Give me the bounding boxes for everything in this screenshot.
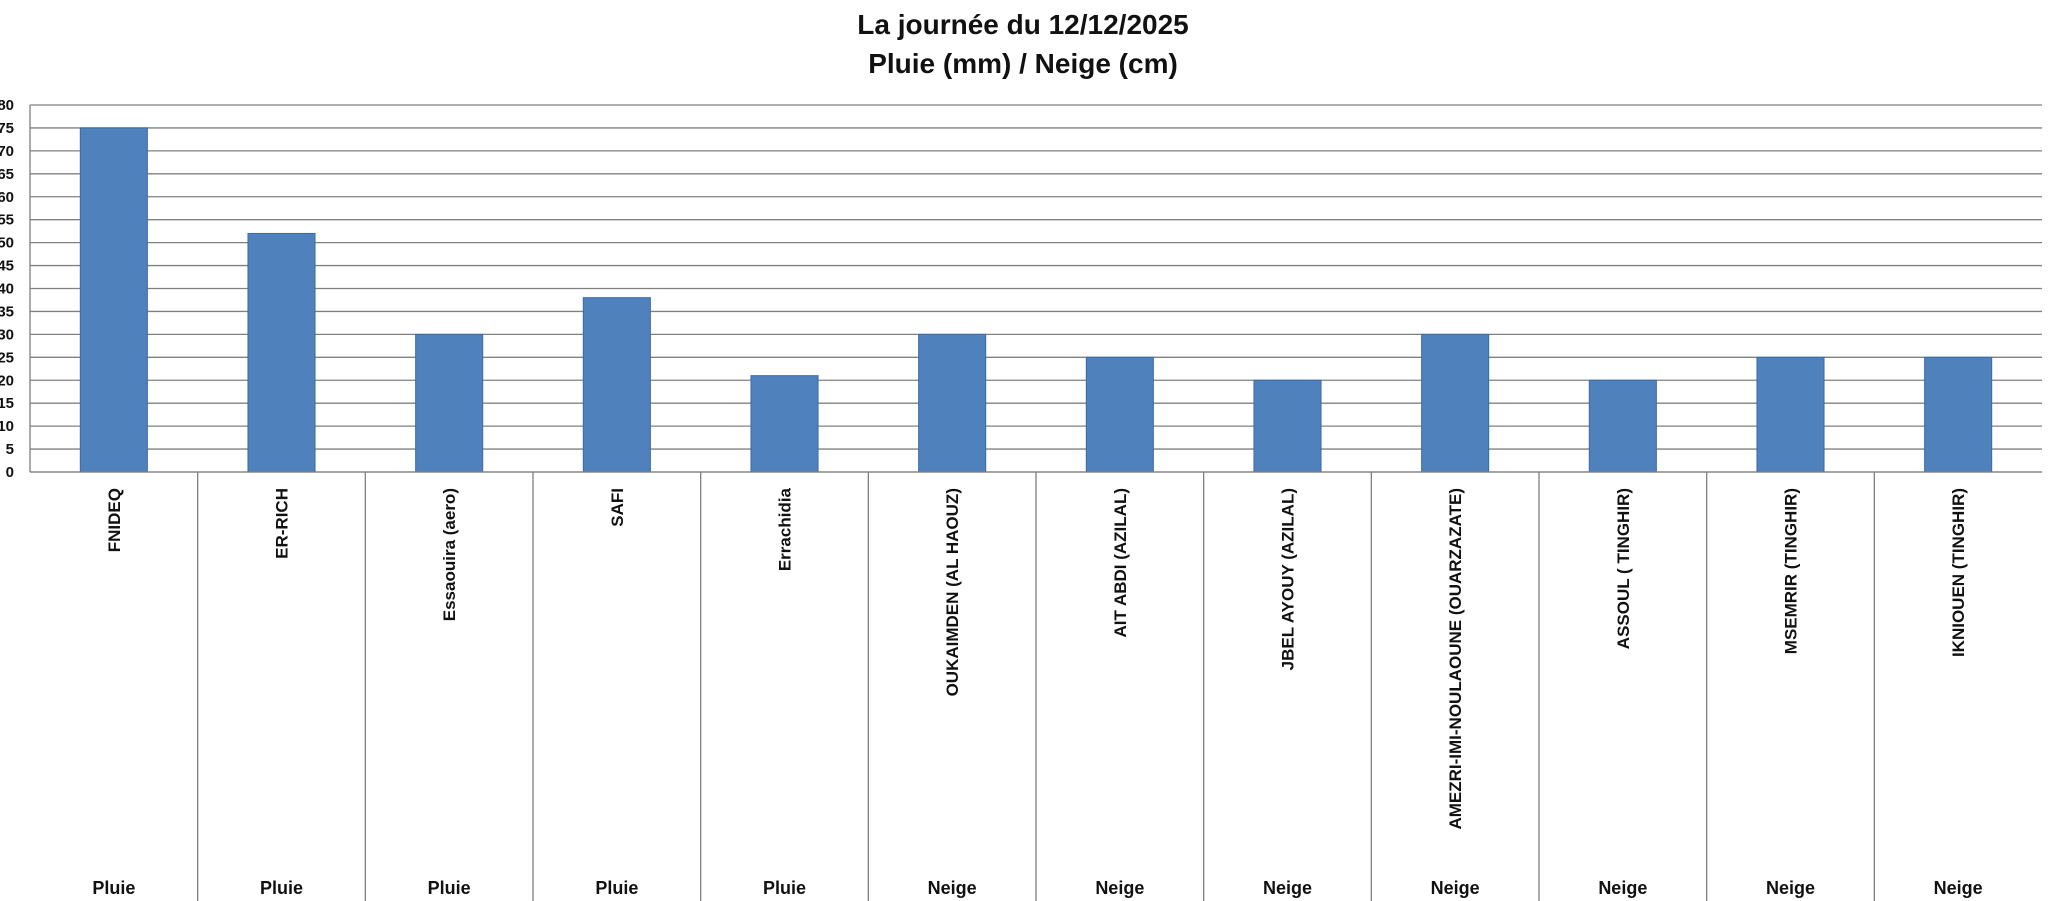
x-category-label: ER-RICH (273, 488, 292, 559)
x-group-label: Neige (1598, 878, 1647, 898)
bar (247, 232, 316, 473)
y-tick-label: 60 (0, 189, 14, 206)
x-group-label: Neige (928, 878, 977, 898)
bar (918, 333, 987, 473)
x-group-label: Neige (1934, 878, 1983, 898)
y-tick-label: 0 (6, 464, 14, 481)
y-tick-label: 10 (0, 418, 14, 435)
y-tick-label: 80 (0, 97, 14, 114)
x-category-label: AIT ABDI (AZILAL) (1111, 488, 1130, 638)
x-group-label: Pluie (763, 878, 806, 898)
x-category-label: MSEMRIR (TINGHIR) (1782, 488, 1801, 654)
x-group-label: Neige (1431, 878, 1480, 898)
x-category-label: Essaouira (aero) (440, 488, 459, 621)
x-category-label: IKNIOUEN (TINGHIR) (1949, 488, 1968, 657)
y-tick-label: 30 (0, 326, 14, 343)
x-group-label: Pluie (260, 878, 303, 898)
x-category-label: FNIDEQ (105, 488, 124, 552)
bars (79, 127, 1993, 473)
x-group-label: Neige (1095, 878, 1144, 898)
y-tick-label: 25 (0, 349, 14, 366)
x-category-label: AMEZRI-IMI-NOULAOUNE (OUARZAZATE) (1446, 488, 1465, 830)
y-tick-label: 20 (0, 372, 14, 389)
y-tick-label: 65 (0, 166, 14, 183)
y-tick-label: 70 (0, 143, 14, 160)
bar (1924, 356, 1993, 473)
x-category-label: Errachidia (776, 487, 795, 571)
bar (582, 297, 651, 473)
x-category-label: JBEL AYOUY (AZILAL) (1279, 488, 1298, 670)
bar (1756, 356, 1825, 473)
x-group-label: Neige (1263, 878, 1312, 898)
x-group-label: Neige (1766, 878, 1815, 898)
chart-subtitle: Pluie (mm) / Neige (cm) (868, 48, 1178, 79)
x-group-label: Pluie (595, 878, 638, 898)
y-tick-label: 45 (0, 258, 14, 275)
x-group-label: Pluie (92, 878, 135, 898)
x-category-label: OUKAIMDEN (AL HAOUZ) (943, 488, 962, 696)
gridlines (30, 104, 2042, 473)
x-axis: FNIDEQ Pluie ER-RICH Pluie Essaouira (aero) P… (30, 471, 2042, 901)
x-group-label: Pluie (428, 878, 471, 898)
x-category-label: SAFI (608, 488, 627, 527)
bar (1085, 356, 1154, 473)
bar (1588, 379, 1657, 473)
y-tick-label: 50 (0, 235, 14, 252)
y-tick-label: 55 (0, 212, 14, 229)
bar (750, 375, 819, 473)
y-axis: 0 5 10 15 20 25 30 35 40 45 50 55 60 65 70 75 80 (0, 97, 31, 481)
y-tick-label: 40 (0, 281, 14, 298)
y-tick-label: 5 (6, 441, 14, 458)
y-tick-label: 75 (0, 120, 14, 137)
bar (1421, 333, 1490, 473)
chart-title: La journée du 12/12/2025 (857, 9, 1189, 40)
bar (1253, 379, 1322, 473)
y-tick-label: 35 (0, 303, 14, 320)
y-tick-label: 15 (0, 395, 14, 412)
bar (415, 333, 484, 473)
bar (79, 127, 148, 473)
x-category-label: ASSOUL ( TINGHIR) (1614, 488, 1633, 649)
